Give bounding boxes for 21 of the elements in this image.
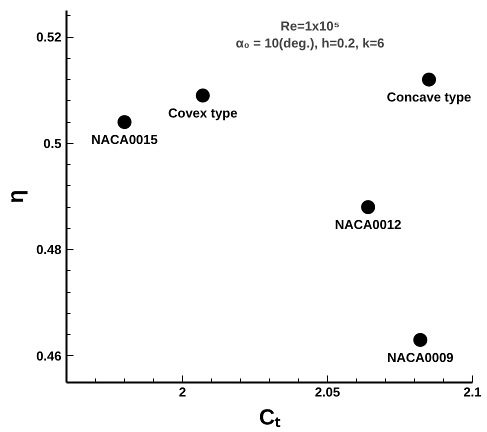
point bbox=[422, 72, 436, 87]
annotation: Re=1x10⁵ bbox=[280, 18, 340, 34]
x-tick-label: 2.05 bbox=[314, 384, 340, 400]
point bbox=[413, 333, 428, 347]
x-tick-label: 2.1 bbox=[463, 384, 482, 400]
point bbox=[196, 88, 210, 103]
y-tick-label: 0.52 bbox=[36, 30, 62, 45]
x-tick-label: 2 bbox=[178, 384, 186, 400]
annotation: Concave type bbox=[386, 90, 472, 105]
y-tick-label: 0.46 bbox=[36, 348, 62, 364]
point bbox=[118, 115, 132, 130]
x-axis-title: Cₜ bbox=[259, 404, 281, 430]
annotation: Covex type bbox=[168, 106, 238, 121]
y-tick-label: 0.5 bbox=[43, 136, 62, 151]
y-axis-title: η bbox=[3, 190, 28, 204]
annotation: NACA0009 bbox=[387, 350, 454, 365]
annotation: NACA0012 bbox=[334, 217, 402, 232]
point bbox=[361, 200, 376, 214]
annotation: α₀ = 10(deg.), h=0.2, k=6 bbox=[236, 36, 384, 50]
y-tick-label: 0.48 bbox=[36, 242, 62, 258]
annotation: NACA0015 bbox=[91, 132, 158, 148]
